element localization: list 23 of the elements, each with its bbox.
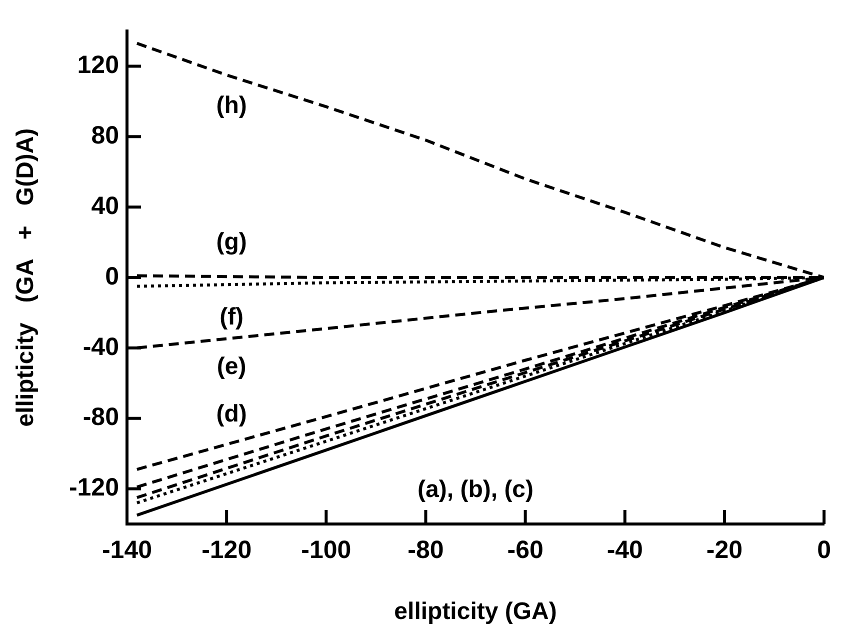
x-tick-label: -120 (202, 536, 252, 564)
y-tick-label: -80 (82, 403, 119, 432)
x-axis-title: ellipticity (GA) (394, 598, 557, 626)
y-tick-label: 80 (91, 122, 119, 150)
y-tick-label: 0 (105, 262, 119, 290)
x-tick-label: -80 (408, 536, 444, 564)
y-tick-label: 120 (77, 51, 119, 80)
annotation: (h) (216, 92, 247, 120)
annotation: (g) (216, 228, 247, 256)
y-tick-label: 40 (91, 192, 119, 220)
x-tick-label: -140 (102, 536, 152, 564)
annotation: (a), (b), (c) (418, 476, 534, 504)
x-tick-label: -20 (706, 536, 743, 564)
x-tick-label: -60 (507, 536, 544, 564)
x-tick-label: -40 (606, 536, 643, 564)
annotation: (f) (220, 304, 244, 331)
y-axis-title: ellipticity (GA + G(D)A) (12, 128, 40, 427)
y-tick-label: -120 (68, 474, 119, 502)
x-tick-label: -100 (301, 536, 352, 564)
annotation: (e) (216, 352, 246, 380)
annotation: (d) (216, 400, 247, 428)
y-tick-label: -40 (82, 332, 119, 361)
x-tick-label: 0 (817, 536, 831, 564)
